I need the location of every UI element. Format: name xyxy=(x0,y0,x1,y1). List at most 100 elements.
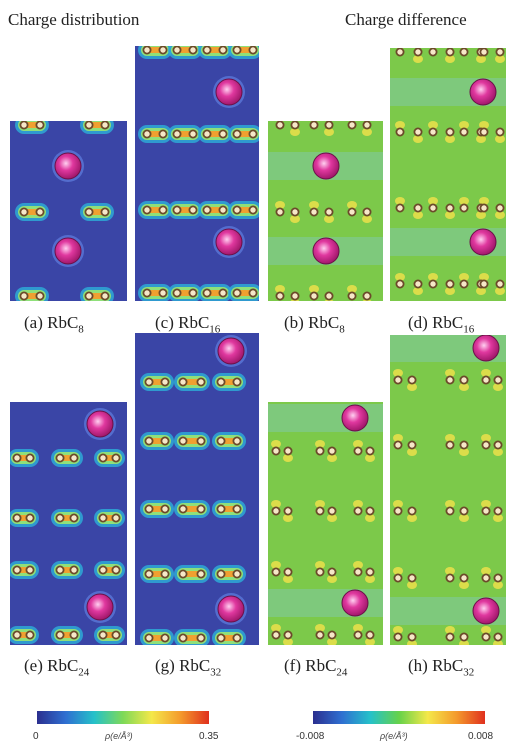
charge-accumulation xyxy=(315,624,325,632)
carbon-atom xyxy=(493,573,503,583)
carbon-atom xyxy=(144,377,154,387)
charge-accumulation xyxy=(283,514,293,522)
carbon-atom xyxy=(428,127,438,137)
carbon-atom xyxy=(19,207,29,217)
caption-h: (h) RbC32 xyxy=(408,656,475,679)
charge-accumulation xyxy=(493,448,503,456)
carbon-atom xyxy=(232,377,242,387)
carbon-atom xyxy=(407,632,417,642)
carbon-atom xyxy=(216,633,226,643)
carbon-atom xyxy=(275,207,285,217)
charge-accumulation xyxy=(481,567,491,575)
carbon-atom xyxy=(493,506,503,516)
charge-accumulation xyxy=(445,211,455,219)
carbon-atom xyxy=(315,506,325,516)
panel-map xyxy=(10,121,127,301)
carbon-atom xyxy=(271,630,281,640)
carbon-atom xyxy=(459,440,469,450)
panel-f-rbc24-difference xyxy=(268,402,383,645)
charge-accumulation xyxy=(481,369,491,377)
rb-atom xyxy=(215,228,243,256)
charge-accumulation xyxy=(445,434,455,442)
carbon-atom xyxy=(393,375,403,385)
colorbar-diff-min-label: -0.008 xyxy=(296,731,325,742)
carbon-atom xyxy=(413,279,423,289)
carbon-atom xyxy=(144,569,154,579)
carbon-atom xyxy=(445,506,455,516)
charge-accumulation xyxy=(283,575,293,583)
carbon-atom xyxy=(216,569,226,579)
carbon-atom xyxy=(459,48,469,57)
carbon-atom xyxy=(142,46,152,55)
carbon-atom xyxy=(100,291,110,301)
rb-atom xyxy=(86,593,114,621)
carbon-atom xyxy=(445,375,455,385)
carbon-atom xyxy=(202,205,212,215)
carbon-atom xyxy=(98,453,108,463)
carbon-atom xyxy=(69,630,79,640)
carbon-atom xyxy=(481,440,491,450)
charge-accumulation xyxy=(445,287,455,295)
charge-accumulation xyxy=(413,135,423,143)
colorbar-diff-max-label: 0.008 xyxy=(468,731,494,742)
carbon-atom xyxy=(495,279,505,289)
charge-accumulation xyxy=(353,561,363,569)
colorbar-diff-title: ρ(e/Å³) xyxy=(380,731,408,741)
charge-accumulation xyxy=(479,273,489,281)
colorbar-dist-max-label: 0.35 xyxy=(199,731,219,742)
carbon-atom xyxy=(12,513,22,523)
panel-g-rbc32-distribution xyxy=(135,333,259,645)
charge-accumulation xyxy=(413,55,423,63)
charge-accumulation xyxy=(479,121,489,129)
carbon-atom xyxy=(362,207,372,217)
carbon-atom xyxy=(202,288,212,298)
charge-accumulation xyxy=(393,626,403,634)
carbon-atom xyxy=(216,436,226,446)
carbon-atom xyxy=(19,121,29,130)
carbon-atom xyxy=(324,121,334,130)
carbon-atom xyxy=(290,291,300,301)
rb-atom xyxy=(341,589,369,617)
carbon-atom xyxy=(479,203,489,213)
carbon-atom xyxy=(445,48,455,57)
carbon-atom xyxy=(445,279,455,289)
rb-atom xyxy=(215,78,243,106)
carbon-atom xyxy=(481,573,491,583)
carbon-atom xyxy=(98,565,108,575)
carbon-atom xyxy=(459,506,469,516)
charge-difference-colorbar xyxy=(313,711,485,724)
carbon-atom xyxy=(428,279,438,289)
carbon-atom xyxy=(271,446,281,456)
carbon-atom xyxy=(142,129,152,139)
panel-map xyxy=(268,121,383,301)
charge-accumulation xyxy=(365,514,375,522)
charge-accumulation xyxy=(459,197,469,205)
carbon-atom xyxy=(413,203,423,213)
charge-accumulation xyxy=(407,514,417,522)
carbon-atom xyxy=(481,375,491,385)
carbon-atom xyxy=(445,573,455,583)
carbon-atom xyxy=(459,127,469,137)
carbon-atom xyxy=(445,127,455,137)
carbon-atom xyxy=(393,440,403,450)
carbon-atom xyxy=(459,375,469,385)
charge-accumulation xyxy=(365,454,375,462)
carbon-atom xyxy=(353,446,363,456)
carbon-atom xyxy=(202,129,212,139)
caption-c: (c) RbC16 xyxy=(155,313,221,336)
carbon-atom xyxy=(188,205,198,215)
panel-b-rbc8-difference xyxy=(268,121,383,301)
carbon-atom xyxy=(428,203,438,213)
carbon-atom xyxy=(309,121,319,130)
charge-accumulation xyxy=(459,581,469,589)
carbon-atom xyxy=(393,573,403,583)
charge-accumulation xyxy=(353,440,363,448)
charge-distribution-colorbar xyxy=(37,711,209,724)
charge-accumulation xyxy=(271,561,281,569)
carbon-atom xyxy=(84,121,94,130)
carbon-atom xyxy=(248,129,258,139)
panel-map xyxy=(135,333,259,645)
carbon-atom xyxy=(327,506,337,516)
charge-accumulation xyxy=(407,383,417,391)
charge-accumulation xyxy=(309,201,319,209)
